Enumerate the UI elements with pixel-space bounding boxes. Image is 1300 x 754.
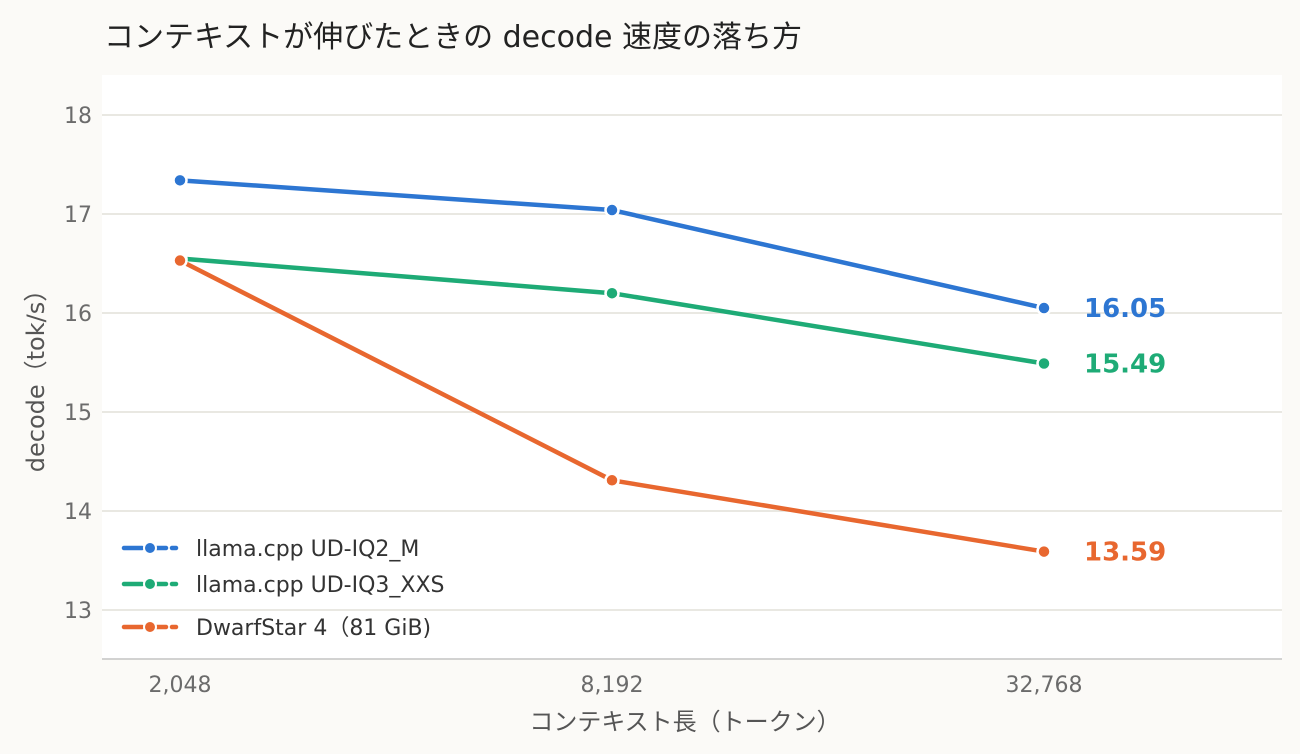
data-point: [604, 285, 620, 301]
y-tick-label: 18: [64, 104, 92, 129]
legend-item: DwarfStar 4（81 GiB): [121, 616, 431, 641]
legend-item: llama.cpp UD-IQ2_M: [121, 537, 419, 562]
data-point: [1036, 300, 1052, 316]
legend-swatch-marker: [143, 541, 157, 555]
x-tick-label: 8,192: [581, 673, 644, 698]
chart-title: コンテキストが伸びたときの decode 速度の落ち方: [104, 20, 802, 55]
x-axis-label: コンテキスト長（トークン）: [529, 708, 840, 736]
legend-label: llama.cpp UD-IQ2_M: [196, 537, 419, 562]
series-1: 16.05: [172, 172, 1166, 324]
legend-swatch-marker: [143, 577, 157, 591]
y-tick-label: 13: [64, 599, 92, 624]
x-tick-label: 32,768: [1006, 673, 1083, 698]
end-value-label: 16.05: [1084, 294, 1166, 324]
legend-label: llama.cpp UD-IQ3_XXS: [196, 573, 445, 598]
gridlines: [102, 114, 1282, 611]
data-point: [1036, 543, 1052, 560]
y-axis-label: decode（tok/s）: [22, 278, 50, 472]
data-point: [604, 202, 620, 218]
y-tick-labels: 13 14 15 16 17 18: [64, 104, 92, 624]
legend-swatch-marker: [143, 620, 157, 634]
data-point: [172, 172, 188, 189]
end-value-label: 13.59: [1084, 538, 1166, 568]
legend-label: DwarfStar 4（81 GiB): [196, 616, 431, 641]
legend: llama.cpp UD-IQ2_M llama.cpp UD-IQ3_XXS Dw…: [121, 537, 445, 641]
y-tick-label: 15: [64, 401, 92, 426]
x-tick-labels: 2,048 8,192 32,768: [149, 673, 1083, 698]
data-point: [604, 472, 620, 489]
y-tick-label: 16: [64, 302, 92, 327]
data-point: [172, 252, 188, 269]
plot-area: [102, 75, 1282, 659]
end-value-label: 15.49: [1084, 349, 1166, 379]
series-3: 13.59: [172, 252, 1166, 568]
legend-item: llama.cpp UD-IQ3_XXS: [121, 573, 445, 598]
y-tick-label: 17: [64, 203, 92, 228]
data-point: [1036, 355, 1052, 372]
x-tick-label: 2,048: [149, 673, 212, 698]
series-group: 16.05 15.49 13.59: [172, 172, 1166, 568]
y-tick-label: 14: [64, 500, 92, 525]
